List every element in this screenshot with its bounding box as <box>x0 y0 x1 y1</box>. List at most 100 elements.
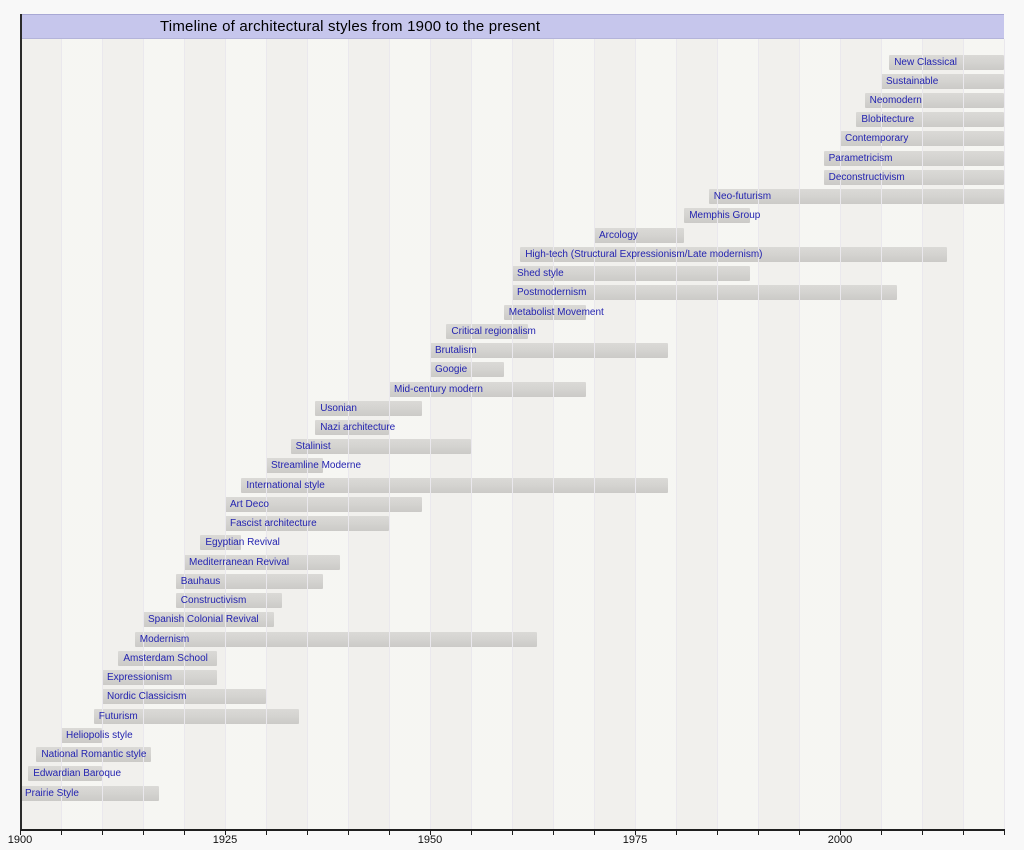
timeline-bar-label[interactable]: Constructivism <box>180 595 247 607</box>
chart-title: Timeline of architectural styles from 19… <box>160 18 541 35</box>
timeline-bar-label[interactable]: Shed style <box>517 268 564 280</box>
timeline-bar[interactable] <box>225 496 422 512</box>
timeline-bar-label[interactable]: Art Deco <box>230 498 269 510</box>
timeline-bar[interactable] <box>143 612 275 628</box>
timeline-bar-label[interactable]: Mid-century modern <box>394 383 483 395</box>
timeline-bar-label[interactable]: Mediterranean Revival <box>189 556 290 568</box>
timeline-bar[interactable] <box>881 73 1004 89</box>
timeline-bar[interactable] <box>184 554 340 570</box>
timeline-bar-label[interactable]: Sustainable <box>886 75 939 87</box>
chart-title-bar: Timeline of architectural styles from 19… <box>20 14 1004 39</box>
timeline-bar[interactable] <box>315 420 389 435</box>
timeline-bar-label[interactable]: Googie <box>435 364 468 376</box>
timeline-bar[interactable] <box>28 766 102 782</box>
axis-tick <box>594 831 595 835</box>
gridline-year-1925 <box>224 39 226 830</box>
timeline-bar[interactable] <box>430 362 504 378</box>
timeline-bar-label[interactable]: Nazi architecture <box>320 422 396 433</box>
timeline-bar[interactable] <box>175 593 283 609</box>
timeline-bar-label[interactable]: Usonian <box>320 402 357 414</box>
timeline-bar[interactable] <box>61 727 102 743</box>
gridline-year-1905 <box>60 39 62 830</box>
timeline-bar-label[interactable]: International style <box>246 479 325 491</box>
timeline-bar[interactable] <box>315 400 422 416</box>
axis-tick <box>635 831 636 835</box>
gridline-year-2000 <box>839 39 841 830</box>
axis-tick <box>676 831 677 835</box>
timeline-bar[interactable] <box>823 169 1004 185</box>
timeline-bar-label[interactable]: Prairie Style <box>25 787 79 799</box>
axis-tick <box>225 831 226 835</box>
timeline-bar-label[interactable]: Streamline Moderne <box>271 460 362 472</box>
timeline-bar[interactable] <box>446 323 529 339</box>
timeline-bar[interactable] <box>503 304 586 320</box>
timeline-bar[interactable] <box>823 150 1004 166</box>
timeline-bar[interactable] <box>20 785 160 801</box>
timeline-bar-label[interactable]: Egyptian Revival <box>205 537 280 549</box>
timeline-bar-label[interactable]: Stalinist <box>295 441 331 453</box>
timeline-bar[interactable] <box>864 92 1004 108</box>
timeline-bar-label[interactable]: Deconstructivism <box>828 171 905 183</box>
timeline-bar-label[interactable]: Neomodern <box>869 94 922 106</box>
gridline-year-1920 <box>183 39 185 830</box>
timeline-bar-label[interactable]: Expressionism <box>107 672 173 684</box>
timeline-bar[interactable] <box>266 458 324 474</box>
timeline-bar-label[interactable]: Amsterdam School <box>123 652 208 664</box>
timeline-bar-label[interactable]: Heliopolis style <box>66 729 133 741</box>
timeline-bar-label[interactable]: Brutalism <box>435 345 477 357</box>
gridline-year-1950 <box>429 39 431 830</box>
timeline-bar-label[interactable]: Neo-futurism <box>713 191 772 203</box>
timeline-bar-label[interactable]: National Romantic style <box>41 749 147 761</box>
timeline-bar-label[interactable]: Nordic Classicism <box>107 691 187 703</box>
timeline-bar-label[interactable]: Modernism <box>139 633 190 645</box>
plot-area: New Classical Sustainable Neomodern Blobite… <box>20 39 1005 830</box>
timeline-bar[interactable] <box>889 54 1004 70</box>
timeline-bar[interactable] <box>290 439 471 455</box>
timeline-bar-label[interactable]: Contemporary <box>845 133 909 145</box>
axis-tick <box>1004 831 1005 835</box>
timeline-bar-label[interactable]: Fascist architecture <box>230 518 317 530</box>
timeline-bar-label[interactable]: Futurism <box>98 710 138 722</box>
timeline-bar-label[interactable]: Postmodernism <box>517 287 587 299</box>
timeline-bar-label[interactable]: Bauhaus <box>180 575 221 587</box>
gridline-year-2005 <box>880 39 882 830</box>
timeline-bar[interactable] <box>36 747 152 763</box>
timeline-bar-label[interactable]: Critical regionalism <box>451 325 536 337</box>
gridline-year-1960 <box>511 39 513 830</box>
gridline-year-2020 <box>1003 39 1005 830</box>
timeline-bar-label[interactable]: Blobitecture <box>861 114 915 126</box>
axis-tick <box>717 831 718 835</box>
timeline-bar-label[interactable]: Metabolist Movement <box>508 306 604 318</box>
axis-tick <box>758 831 759 835</box>
timeline-bar[interactable] <box>102 670 217 686</box>
timeline-bar-label[interactable]: Spanish Colonial Revival <box>148 614 259 626</box>
gridline-year-1990 <box>757 39 759 830</box>
timeline-bar[interactable] <box>93 708 299 724</box>
timeline-bar[interactable] <box>512 285 898 301</box>
axis-tick-label: 1925 <box>212 834 238 846</box>
axis-tick <box>61 831 62 835</box>
timeline-bar[interactable] <box>708 189 1004 205</box>
timeline-bar[interactable] <box>430 343 668 359</box>
axis-tick <box>348 831 349 835</box>
timeline-bar-label[interactable]: Edwardian Baroque <box>33 768 122 780</box>
timeline-bar[interactable] <box>856 112 1004 128</box>
timeline-bar-label[interactable]: Parametricism <box>828 152 893 164</box>
timeline-bar[interactable] <box>134 631 537 647</box>
gridline-year-1980 <box>675 39 677 830</box>
timeline-bar-label[interactable]: Arcology <box>599 229 638 241</box>
timeline-bar-label[interactable]: High-tech (Structural Expressionism/Late… <box>525 248 763 260</box>
timeline-bar[interactable] <box>200 535 242 551</box>
timeline-bar[interactable] <box>512 266 750 282</box>
timeline-bar[interactable] <box>594 227 685 243</box>
axis-tick <box>963 831 964 835</box>
timeline-bar-label[interactable]: Memphis Group <box>689 210 761 222</box>
gridline-year-1940 <box>347 39 349 830</box>
timeline-bar[interactable] <box>389 381 586 397</box>
gridline-year-1955 <box>470 39 472 830</box>
gridline-year-1995 <box>798 39 800 830</box>
timeline-bar-label[interactable]: New Classical <box>894 56 957 68</box>
timeline-bar[interactable] <box>175 573 324 589</box>
gridline-year-1975 <box>634 39 636 830</box>
